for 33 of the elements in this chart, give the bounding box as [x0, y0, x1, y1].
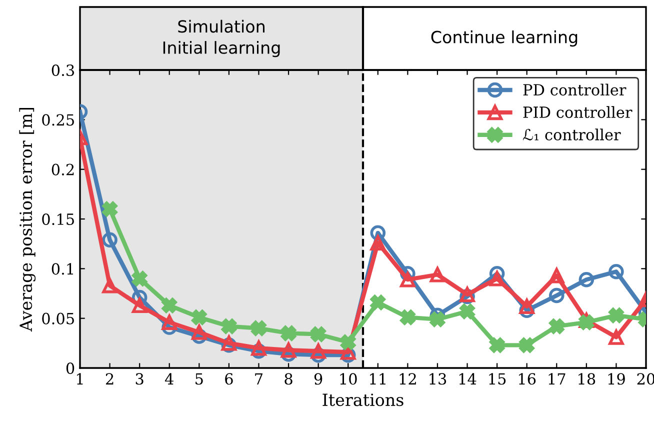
x-tick-label: 8 — [284, 373, 292, 385]
legend-label: ℒ₁ controller — [522, 128, 621, 140]
y-tick-label: 0.25 — [42, 114, 74, 126]
text: Continue learning — [431, 30, 578, 47]
y-tick-label: 0.05 — [42, 312, 74, 324]
x-tick-label: 18 — [578, 373, 596, 385]
x-tick-label: 12 — [400, 373, 416, 384]
x-tick-label: 11 — [370, 373, 386, 384]
x-axis-title: Iterations — [322, 394, 404, 406]
legend-label: PID controller — [523, 106, 632, 118]
x-tick-label: 4 — [164, 373, 174, 384]
x-tick-label: 17 — [548, 373, 566, 384]
x-tick-label: 2 — [106, 373, 114, 384]
x-tick-label: 7 — [255, 373, 262, 384]
x-tick-label: 5 — [196, 373, 203, 385]
y-tick-label: 0.3 — [52, 64, 74, 76]
x-tick-label: 9 — [314, 373, 322, 385]
y-tick-label: 0.2 — [52, 164, 74, 176]
legend-label: PD controller — [523, 84, 626, 96]
x-tick-label: 16 — [518, 373, 536, 385]
y-tick-label: 0 — [66, 362, 74, 374]
y-axis-title: Average position error [m] — [19, 108, 36, 332]
x-tick-label: 10 — [340, 373, 357, 385]
x-tick-label: 14 — [459, 373, 476, 384]
x-tick-label: 19 — [608, 373, 625, 385]
y-tick-label: 0.1 — [52, 263, 73, 275]
x-tick-label: 3 — [136, 373, 144, 385]
x-tick-label: 13 — [430, 373, 446, 385]
x-tick-label: 6 — [225, 373, 233, 385]
y-tick-label: 0.15 — [42, 213, 74, 226]
x-tick-label: 15 — [489, 373, 506, 385]
x-tick-label: 1 — [77, 373, 83, 384]
band-label: Simulation Initial learning — [163, 20, 280, 58]
